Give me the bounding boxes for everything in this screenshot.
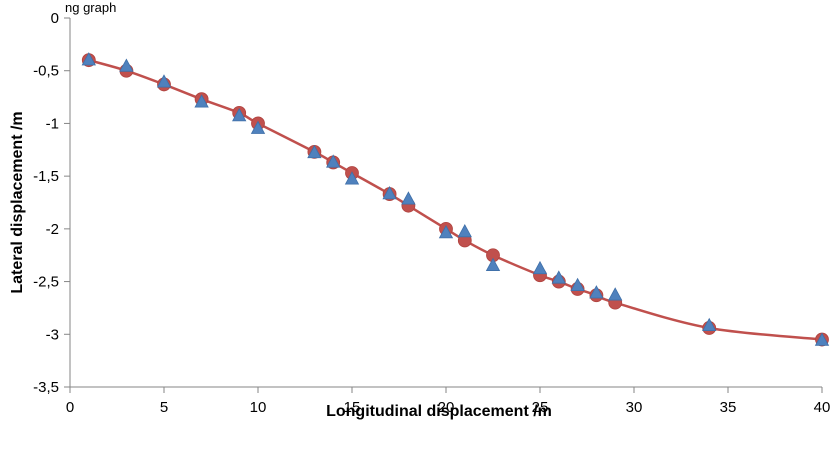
- x-axis-ticks: 0 5 10 15 20 25 30 35 40: [66, 387, 831, 416]
- series-2-point: [81, 52, 96, 66]
- header-fragment: ng graph: [65, 0, 116, 15]
- x-tick-label: 15: [344, 399, 361, 416]
- y-tick-label: 0: [51, 10, 59, 27]
- series-2-point: [485, 257, 501, 271]
- series-2-point: [589, 285, 604, 299]
- x-axis-title: Longitudinal displacement /m: [326, 403, 552, 420]
- series-2-point: [438, 225, 454, 239]
- series-2-point: [814, 332, 830, 346]
- y-axis-ticks: 0 -0,5 -1 -1,5 -2 -2,5 -3 -3,5: [33, 10, 70, 396]
- x-tick-label: 20: [438, 399, 455, 416]
- series-2-point: [382, 186, 397, 200]
- y-tick-label: -2: [46, 221, 59, 238]
- y-axis-title: Lateral displacement /m: [9, 111, 26, 293]
- y-tick-label: -3,5: [33, 379, 59, 396]
- series-2-point: [608, 287, 623, 301]
- series-2-point: [326, 154, 341, 168]
- series-2-point: [250, 120, 266, 134]
- series-2-point: [570, 277, 585, 291]
- series-2-point: [307, 144, 322, 159]
- x-tick-label: 40: [814, 399, 831, 416]
- series-2-point: [702, 317, 717, 332]
- y-tick-label: -1,5: [33, 168, 59, 185]
- x-tick-label: 0: [66, 399, 74, 416]
- series-2-point: [457, 223, 472, 238]
- series-2-point: [344, 171, 360, 185]
- x-tick-label: 35: [720, 399, 737, 416]
- series-2-point: [156, 74, 172, 88]
- y-tick-label: -1: [46, 115, 59, 132]
- x-tick-label: 25: [532, 399, 549, 416]
- series-2-point: [532, 260, 548, 275]
- y-tick-label: -0,5: [33, 63, 59, 80]
- series-2-point: [232, 108, 247, 122]
- series-2-point: [119, 58, 134, 72]
- x-tick-label: 5: [160, 399, 168, 416]
- series-2-point: [194, 94, 209, 108]
- y-tick-label: -3: [46, 326, 59, 343]
- y-tick-label: -2,5: [33, 274, 59, 291]
- series-2-point: [401, 191, 416, 205]
- x-tick-label: 10: [250, 399, 267, 416]
- x-tick-label: 30: [626, 399, 643, 416]
- series-markers-group: [81, 52, 830, 347]
- series-2-point: [551, 270, 566, 284]
